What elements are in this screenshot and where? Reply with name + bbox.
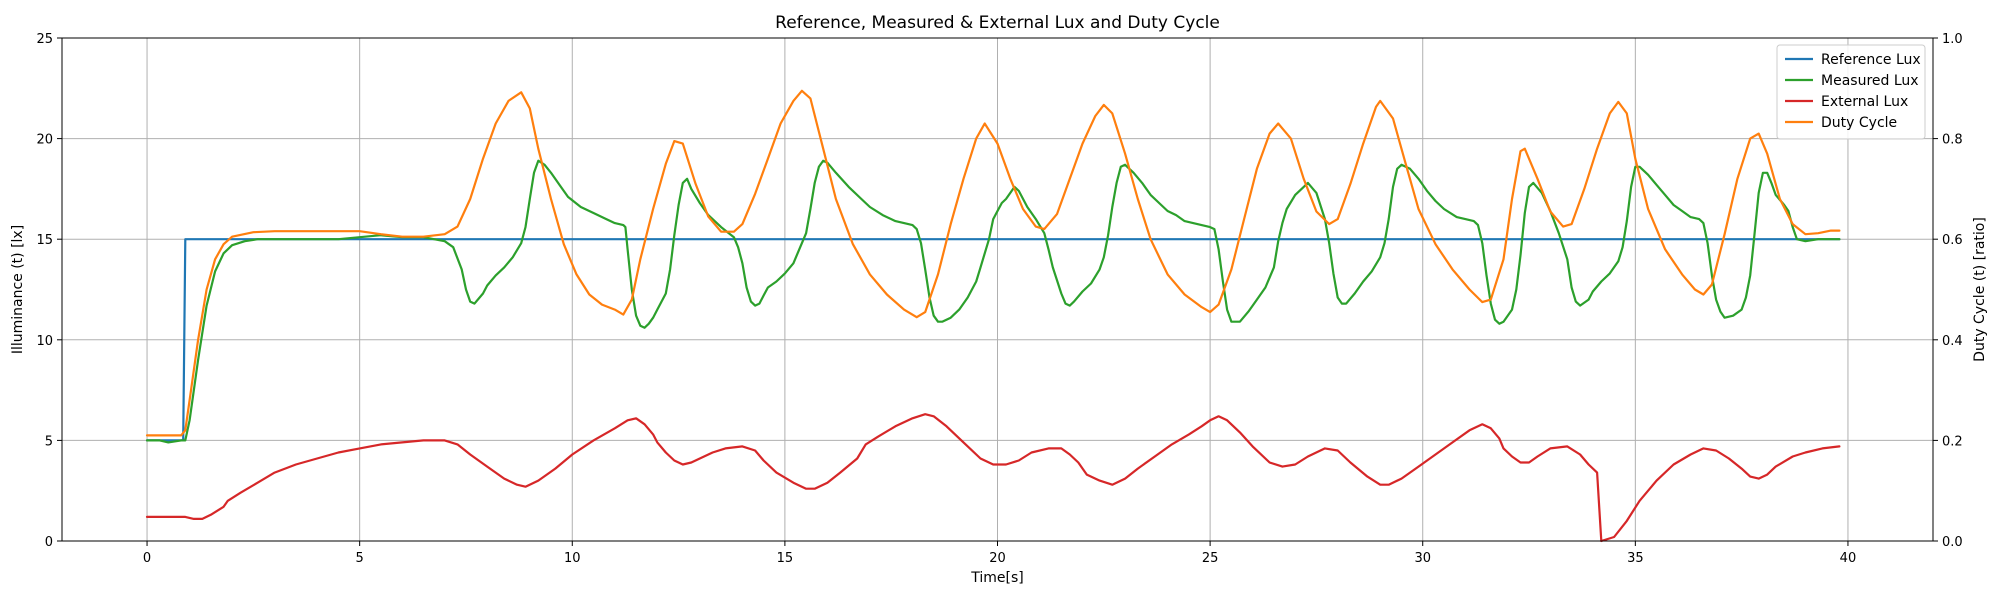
x-tick-label: 25 (1202, 551, 1219, 566)
x-axis-label: Time[s] (970, 570, 1023, 586)
y-right-tick-label: 0.8 (1942, 133, 1963, 148)
legend-label-measured-lux: Measured Lux (1821, 73, 1919, 89)
x-tick-label: 35 (1627, 551, 1644, 566)
x-tick-label: 20 (989, 551, 1006, 566)
x-tick-label: 40 (1840, 551, 1857, 566)
x-tick-label: 0 (143, 551, 151, 566)
chart-title: Reference, Measured & External Lux and D… (775, 13, 1220, 33)
legend: Reference Lux Measured Lux External Lux Dut… (1776, 44, 1926, 140)
y-right-tick-label: 1.0 (1942, 32, 1963, 47)
y-left-tick-label: 0 (45, 535, 53, 550)
legend-box (1776, 44, 1926, 140)
y-left-tick-label: 20 (36, 133, 53, 148)
series-line-measured-lux (145, 159, 1841, 444)
legend-label-external-lux: External Lux (1821, 94, 1908, 110)
legend-label-duty-cycle: Duty Cycle (1821, 115, 1897, 131)
y-left-tick-label: 5 (45, 434, 53, 449)
y-axis-label-left: Illuminance (t) [lx] (10, 225, 26, 354)
x-tick-label: 30 (1414, 551, 1431, 566)
legend-label-reference-lux: Reference Lux (1821, 52, 1921, 68)
y-left-tick-label: 15 (36, 233, 53, 248)
x-tick-label: 5 (356, 551, 364, 566)
x-tick-label: 15 (777, 551, 794, 566)
x-tick-label: 10 (564, 551, 581, 566)
y-left-tick-label: 25 (36, 32, 53, 47)
y-right-tick-label: 0.4 (1942, 334, 1963, 349)
y-left-tick-label: 10 (36, 334, 53, 349)
y-right-tick-label: 0.0 (1942, 535, 1963, 550)
y-right-tick-label: 0.2 (1942, 434, 1963, 449)
series-line-external-lux (145, 413, 1841, 543)
y-axis-label-right: Duty Cycle (t) [ratio] (1972, 217, 1988, 362)
y-right-tick-label: 0.6 (1942, 233, 1963, 248)
series-line-duty-cycle (145, 89, 1841, 437)
